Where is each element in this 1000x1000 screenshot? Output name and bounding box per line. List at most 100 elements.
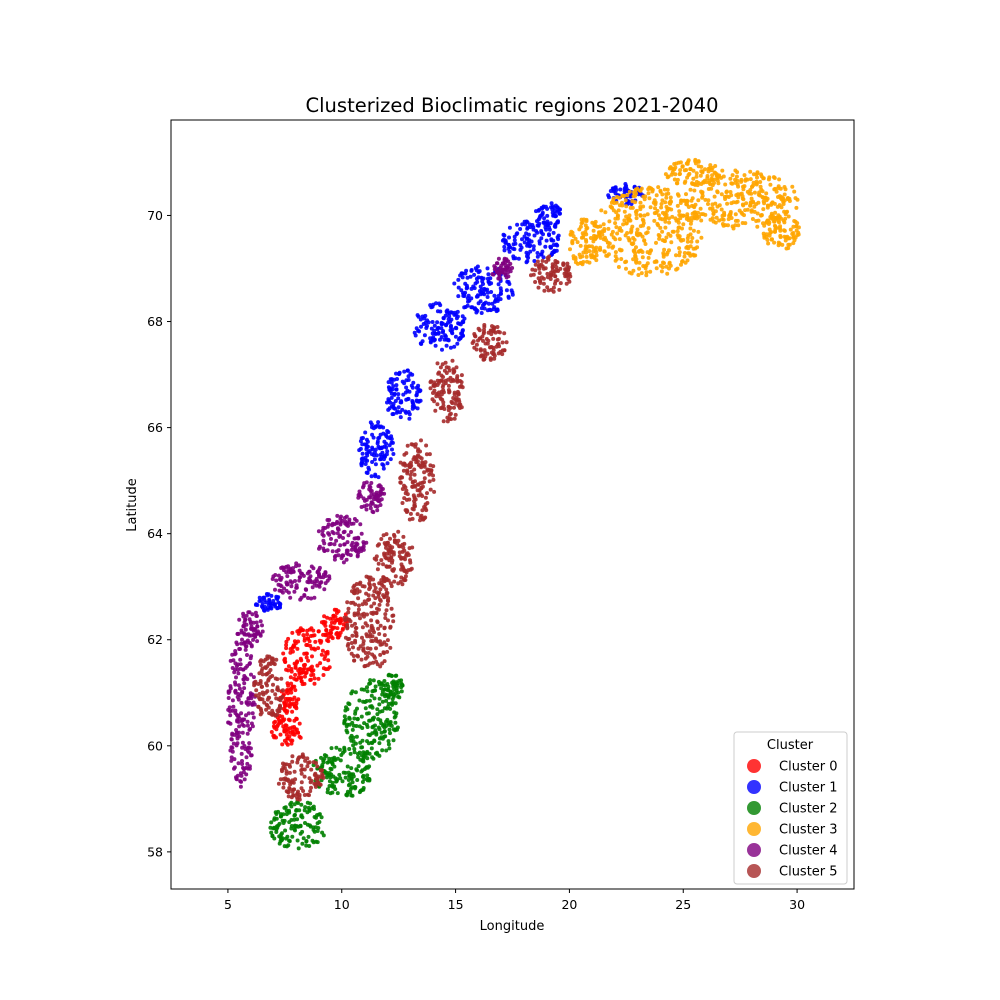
data-point [414, 385, 419, 390]
data-point [422, 333, 427, 338]
data-point [678, 171, 682, 176]
data-point [327, 518, 332, 522]
data-point [631, 268, 636, 273]
data-point [345, 707, 350, 712]
data-point [346, 637, 350, 642]
data-point [700, 190, 705, 195]
data-point [648, 205, 653, 210]
data-point [319, 775, 324, 780]
data-point [674, 218, 679, 223]
data-point [365, 623, 370, 628]
data-point [485, 290, 490, 295]
data-point [375, 494, 380, 498]
data-point [694, 179, 699, 184]
data-point [249, 643, 254, 648]
data-point [450, 401, 455, 406]
data-point [723, 197, 728, 201]
data-point [790, 184, 795, 189]
data-point [370, 689, 375, 694]
data-point [277, 841, 282, 846]
data-point [597, 232, 602, 237]
data-point [245, 723, 250, 728]
data-point [348, 751, 353, 756]
data-point [620, 193, 625, 198]
data-point [424, 443, 429, 448]
data-point [260, 684, 264, 689]
data-point [246, 711, 251, 716]
data-point [287, 718, 292, 723]
data-point [440, 330, 445, 335]
data-point [436, 371, 441, 376]
data-point [545, 219, 550, 224]
data-point [681, 222, 686, 227]
data-point [694, 171, 699, 176]
data-point [338, 758, 343, 763]
data-point [456, 285, 461, 290]
data-point [317, 565, 322, 570]
data-point [238, 657, 243, 662]
data-point [249, 753, 253, 758]
data-point [282, 586, 287, 591]
data-point [584, 219, 589, 224]
data-point [588, 253, 593, 258]
data-point [782, 192, 787, 197]
data-point [416, 482, 421, 487]
data-point [518, 227, 523, 231]
data-point [265, 654, 270, 659]
chart-title: Clusterized Bioclimatic regions 2021-204… [306, 94, 719, 117]
data-point [371, 510, 376, 515]
data-point [686, 233, 691, 238]
data-point [272, 662, 277, 667]
data-point [394, 686, 399, 691]
data-point [258, 696, 263, 701]
data-point [541, 255, 546, 260]
data-point [234, 777, 239, 782]
data-point [528, 249, 533, 254]
data-point [694, 174, 699, 179]
data-point [381, 466, 386, 471]
data-point [293, 579, 297, 583]
data-point [309, 646, 314, 651]
data-point [531, 244, 536, 249]
data-point [440, 347, 444, 352]
data-point [506, 270, 510, 275]
data-point [286, 777, 290, 782]
data-point [263, 690, 268, 695]
data-point [355, 778, 360, 782]
data-point [369, 474, 374, 479]
data-point [412, 472, 417, 477]
data-point [271, 682, 275, 687]
data-point [460, 328, 465, 333]
data-point [606, 193, 611, 198]
data-point [360, 456, 365, 461]
data-point [306, 805, 311, 810]
data-point [268, 825, 273, 830]
data-point [234, 640, 239, 645]
data-point [594, 258, 599, 263]
data-point [349, 530, 353, 534]
data-point [332, 522, 337, 527]
data-point [669, 240, 674, 245]
data-point [466, 299, 470, 304]
data-point [412, 501, 417, 506]
data-point [410, 372, 415, 377]
data-point [377, 632, 382, 636]
data-point [246, 696, 251, 701]
data-point [295, 646, 300, 651]
data-point [761, 207, 766, 212]
data-point [734, 193, 739, 198]
data-point [302, 666, 307, 671]
data-point [361, 647, 366, 652]
data-point [613, 250, 618, 255]
data-point [373, 462, 378, 467]
data-point [356, 607, 361, 612]
data-point [289, 824, 294, 828]
data-point [385, 564, 389, 569]
data-point [643, 266, 648, 271]
legend-entry: Cluster 3 [779, 823, 838, 838]
data-point [408, 558, 412, 563]
data-point [369, 611, 374, 615]
data-point [362, 541, 366, 546]
data-point [382, 457, 386, 462]
data-point [374, 646, 378, 651]
